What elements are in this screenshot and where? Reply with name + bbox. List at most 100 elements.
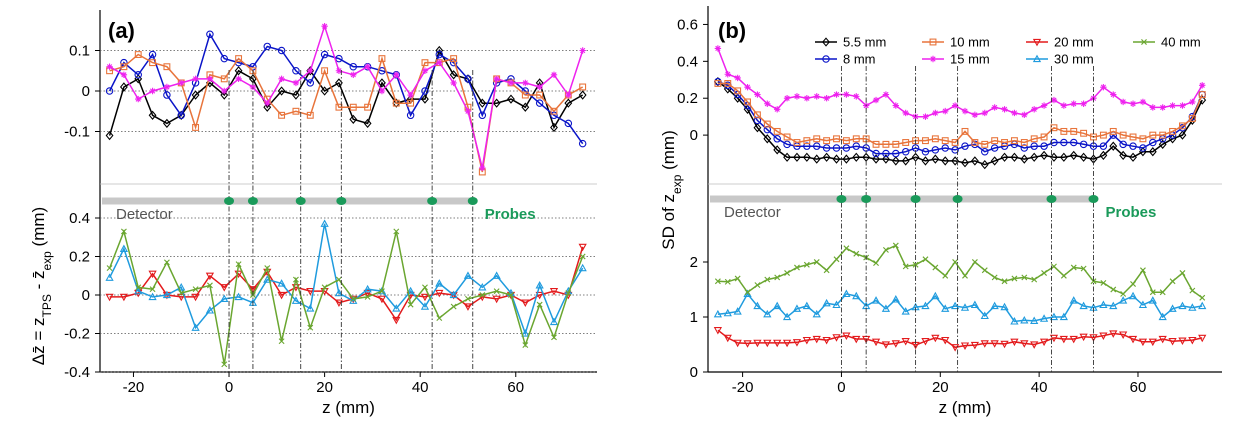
data-point bbox=[901, 147, 910, 156]
data-point bbox=[392, 99, 400, 107]
data-point bbox=[191, 323, 200, 331]
data-point bbox=[1040, 142, 1048, 150]
legend-swatch-marker bbox=[1032, 38, 1042, 47]
legend-label: 5.5 mm bbox=[843, 35, 886, 50]
legend-label: 20 mm bbox=[1054, 35, 1094, 50]
data-point bbox=[990, 156, 999, 166]
series-5-5-mm bbox=[713, 76, 1207, 170]
data-point bbox=[177, 293, 186, 302]
data-point bbox=[932, 109, 939, 117]
data-point bbox=[379, 288, 385, 295]
data-point bbox=[832, 144, 841, 152]
data-point bbox=[1030, 135, 1038, 143]
data-point bbox=[1158, 335, 1167, 344]
data-point bbox=[420, 293, 430, 302]
data-point bbox=[134, 51, 142, 59]
data-point bbox=[1128, 335, 1138, 344]
data-point bbox=[882, 91, 890, 98]
data-point bbox=[1159, 104, 1166, 111]
data-point bbox=[872, 140, 880, 148]
data-point bbox=[960, 342, 970, 350]
data-point bbox=[812, 142, 821, 150]
data-point bbox=[1148, 296, 1157, 304]
data-point bbox=[420, 302, 430, 310]
data-point bbox=[178, 290, 185, 297]
data-point bbox=[450, 79, 457, 87]
data-point bbox=[764, 100, 771, 107]
data-point bbox=[1060, 138, 1068, 147]
data-point bbox=[951, 156, 960, 166]
data-point bbox=[522, 79, 529, 87]
data-point bbox=[220, 75, 228, 83]
data-point bbox=[1138, 338, 1148, 347]
data-point bbox=[842, 137, 850, 145]
x-tick-label: 60 bbox=[1130, 379, 1147, 396]
data-point bbox=[221, 87, 228, 95]
data-point bbox=[773, 339, 782, 348]
data-point bbox=[449, 70, 458, 80]
data-point bbox=[1129, 100, 1137, 107]
data-point bbox=[724, 80, 732, 87]
data-point bbox=[783, 133, 791, 141]
y-tick-label: 0.6 bbox=[677, 16, 698, 33]
data-point bbox=[822, 298, 831, 307]
data-point bbox=[149, 286, 156, 293]
y-tick-label: 0.4 bbox=[677, 53, 698, 70]
y-tick-label: 0.4 bbox=[69, 210, 90, 227]
data-point bbox=[1079, 140, 1088, 149]
data-point bbox=[733, 307, 742, 315]
legend-swatch-marker bbox=[1141, 39, 1147, 45]
data-point bbox=[1020, 139, 1028, 146]
data-point bbox=[306, 79, 315, 87]
data-point bbox=[1089, 334, 1098, 342]
data-point bbox=[407, 301, 414, 308]
data-point bbox=[1039, 338, 1049, 347]
data-point bbox=[406, 111, 415, 120]
data-point bbox=[363, 289, 372, 298]
data-point bbox=[492, 98, 501, 108]
data-point bbox=[1199, 294, 1206, 301]
data-point bbox=[822, 152, 831, 162]
data-point bbox=[421, 59, 429, 67]
data-point bbox=[892, 102, 900, 109]
probes-label: Probes bbox=[1106, 204, 1157, 221]
data-point bbox=[813, 135, 821, 143]
data-point bbox=[1080, 129, 1088, 137]
probe-marker bbox=[295, 197, 306, 205]
data-point bbox=[549, 317, 559, 326]
probe-marker bbox=[467, 197, 478, 205]
data-point bbox=[872, 96, 880, 104]
series-line bbox=[717, 292, 1203, 323]
data-point bbox=[753, 111, 761, 119]
y-tick-label: 0.2 bbox=[677, 90, 698, 107]
data-point bbox=[971, 139, 979, 146]
data-point bbox=[713, 309, 723, 318]
data-point bbox=[1129, 133, 1137, 141]
data-point bbox=[421, 87, 429, 95]
data-point bbox=[723, 308, 732, 317]
detector-bar bbox=[710, 195, 1094, 203]
data-point bbox=[464, 108, 472, 115]
probe-marker bbox=[1088, 195, 1099, 203]
data-point bbox=[912, 113, 919, 120]
data-point bbox=[1050, 96, 1058, 104]
legend-item: 40 mm bbox=[1133, 35, 1201, 50]
data-point bbox=[1031, 276, 1038, 283]
data-point bbox=[1159, 131, 1167, 139]
data-point bbox=[1158, 312, 1167, 321]
data-point bbox=[248, 286, 258, 294]
data-point bbox=[320, 219, 329, 227]
data-point bbox=[277, 291, 286, 300]
data-point bbox=[1199, 82, 1206, 89]
data-point bbox=[981, 109, 988, 117]
data-point bbox=[479, 164, 486, 172]
data-point bbox=[392, 316, 401, 325]
data-point bbox=[1069, 138, 1078, 147]
data-point bbox=[493, 75, 500, 83]
y-tick-label: -0.4 bbox=[64, 364, 90, 381]
data-point bbox=[363, 284, 372, 293]
y-axis-label: Δz̄ = zTPS - z̄exp (mm) bbox=[29, 207, 54, 365]
data-point bbox=[235, 261, 242, 268]
data-point bbox=[921, 156, 930, 166]
legend-item: 8 mm bbox=[815, 52, 876, 67]
